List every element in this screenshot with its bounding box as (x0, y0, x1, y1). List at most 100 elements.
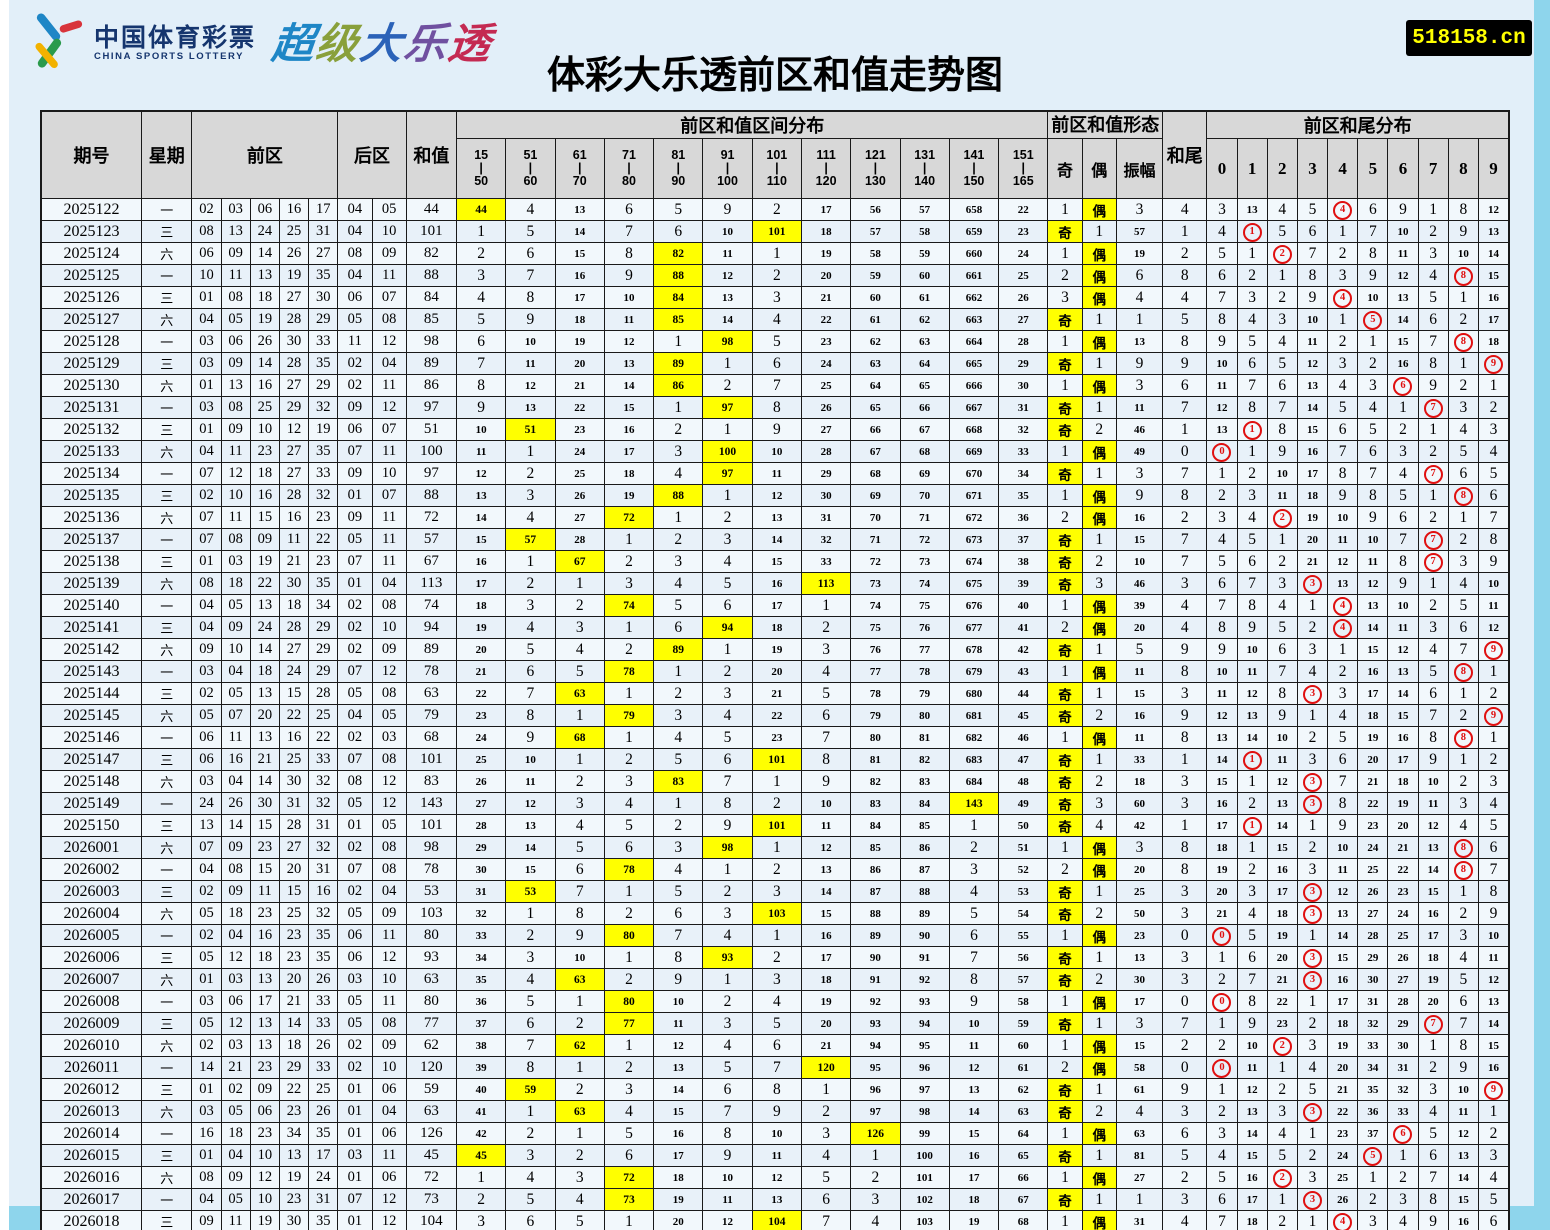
dist-cell: 2 (751, 198, 802, 221)
tail-dist-cell: 19 (1357, 726, 1389, 749)
dist-cell: 1 (702, 418, 753, 441)
col-header-front: 前区 (191, 110, 339, 199)
tail-dist-cell: 3 (1236, 484, 1268, 507)
table-row: 2026018 三 09 11 19 30 35 01 12 104 3 6 5 1 20 12 104 7 4 10… (40, 1210, 1510, 1230)
dist-cell: 4 (505, 198, 556, 221)
back-ball-cell: 05 (371, 704, 407, 727)
sum-cell: 101 (405, 814, 458, 837)
dist-cell: 22 (554, 396, 605, 419)
front-ball-cell: 35 (308, 352, 339, 375)
tail-dist-cell: 6 (1266, 638, 1298, 661)
front-ball-cell: 33 (308, 748, 339, 771)
dist-cell: 76 (899, 616, 950, 639)
tail-dist-cell: 3 (1417, 1078, 1449, 1101)
tail-dist-cell: 5 (1266, 352, 1298, 375)
tail-dist-cell: 3 (1477, 418, 1510, 441)
dist-cell: 1 (653, 792, 704, 815)
tail-dist-cell: 21 (1266, 968, 1298, 991)
back-ball-cell: 07 (337, 858, 373, 881)
tail-dist-cell: 7 (1327, 440, 1359, 463)
dist-cell: 34 (455, 946, 507, 969)
dist-cell: 9 (455, 396, 507, 419)
back-ball-cell: 04 (337, 220, 373, 243)
dist-cell: 663 (948, 308, 1000, 331)
back-ball-cell: 07 (337, 660, 373, 683)
table-row: 2026004 六 05 18 23 25 32 05 09 103 32 1 8 2 6 3 103 15 88 8… (40, 902, 1510, 925)
dist-cell: 11 (603, 308, 655, 331)
sum-cell: 82 (405, 242, 458, 265)
tail-dist-cell: 2 (1296, 726, 1329, 749)
col-header-range: 151 | 165 (998, 138, 1049, 199)
dist-cell: 659 (948, 220, 1000, 243)
front-ball-cell: 30 (278, 572, 310, 595)
sum-cell: 63 (405, 682, 458, 705)
week-cell: 六 (141, 242, 193, 265)
tail-dist-cell: 15 (1296, 418, 1329, 441)
front-ball-cell: 18 (249, 462, 280, 485)
tail-dist-cell: 9 (1477, 550, 1510, 573)
even-cell: 偶 (1081, 1056, 1117, 1079)
dist-cell: 680 (948, 682, 1000, 705)
back-ball-cell: 06 (337, 286, 373, 309)
tail-dist-cell: 13 (1327, 902, 1359, 925)
week-cell: 一 (141, 462, 193, 485)
table-row: 2025141 三 04 09 24 28 29 02 10 94 19 4 3 1 6 94 18 2 75 76 6… (40, 616, 1510, 639)
sum-cell: 63 (405, 1100, 458, 1123)
dist-cell: 1 (751, 242, 802, 265)
tail-value-cell: 8 (1162, 858, 1208, 881)
amplitude-cell: 39 (1115, 594, 1164, 617)
front-ball-cell: 15 (278, 880, 310, 903)
col-header-range: 71 | 80 (603, 138, 655, 199)
dist-cell: 120 (800, 1056, 852, 1079)
front-ball-cell: 07 (191, 836, 222, 859)
tail-dist-cell: 1 (1417, 572, 1449, 595)
front-ball-cell: 35 (308, 440, 339, 463)
tail-dist-cell: 14 (1447, 1166, 1479, 1189)
hit-circle: 6 (1393, 1125, 1413, 1144)
tail-dist-cell: 13 (1236, 1100, 1268, 1123)
issue-cell: 2026007 (40, 968, 143, 991)
tail-dist-cell: 3 (1296, 770, 1329, 793)
dist-cell: 78 (899, 660, 950, 683)
front-ball-cell: 29 (308, 660, 339, 683)
tail-dist-cell: 10 (1417, 770, 1449, 793)
back-ball-cell: 11 (371, 550, 407, 573)
back-ball-cell: 05 (337, 308, 373, 331)
tail-dist-cell: 14 (1477, 1012, 1510, 1035)
tail-dist-cell: 23 (1357, 814, 1389, 837)
tail-dist-cell: 6 (1327, 748, 1359, 771)
hit-circle: 7 (1423, 1015, 1443, 1034)
tail-dist-cell: 16 (1387, 352, 1419, 375)
dist-cell: 6 (505, 1012, 556, 1035)
tail-dist-cell: 5 (1236, 528, 1268, 551)
dist-cell: 57 (505, 528, 556, 551)
watermark-badge[interactable]: 518158.cn (1406, 20, 1532, 56)
dist-cell: 1 (505, 902, 556, 925)
tail-dist-cell: 2 (1477, 396, 1510, 419)
dist-cell: 13 (554, 198, 605, 221)
even-cell: 偶 (1081, 286, 1117, 309)
tail-dist-cell: 12 (1447, 1122, 1479, 1145)
dist-cell: 15 (554, 242, 605, 265)
dist-cell: 10 (751, 440, 802, 463)
dist-cell: 17 (554, 286, 605, 309)
dist-cell: 2 (702, 990, 753, 1013)
tail-dist-cell: 3 (1266, 308, 1298, 331)
dist-cell: 85 (850, 836, 901, 859)
dist-cell: 30 (800, 484, 852, 507)
even-cell: 1 (1081, 528, 1117, 551)
table-row: 2026017 一 04 05 10 23 31 07 12 73 2 5 4 73 19 11 13 6 3 102… (40, 1188, 1510, 1211)
front-ball-cell: 03 (191, 1100, 222, 1123)
tail-dist-cell: 7 (1236, 572, 1268, 595)
back-ball-cell: 07 (337, 440, 373, 463)
odd-cell: 奇 (1047, 396, 1083, 419)
tail-dist-cell: 3 (1327, 682, 1359, 705)
dist-cell: 14 (554, 220, 605, 243)
dist-cell: 65 (850, 396, 901, 419)
dist-cell: 679 (948, 660, 1000, 683)
table-row: 2026007 六 01 03 13 20 26 03 10 63 35 4 63 2 9 1 3 18 91 92 8… (40, 968, 1510, 991)
front-ball-cell: 09 (220, 880, 251, 903)
dist-cell: 4 (800, 660, 852, 683)
odd-cell: 奇 (1047, 814, 1083, 837)
front-ball-cell: 23 (249, 902, 280, 925)
